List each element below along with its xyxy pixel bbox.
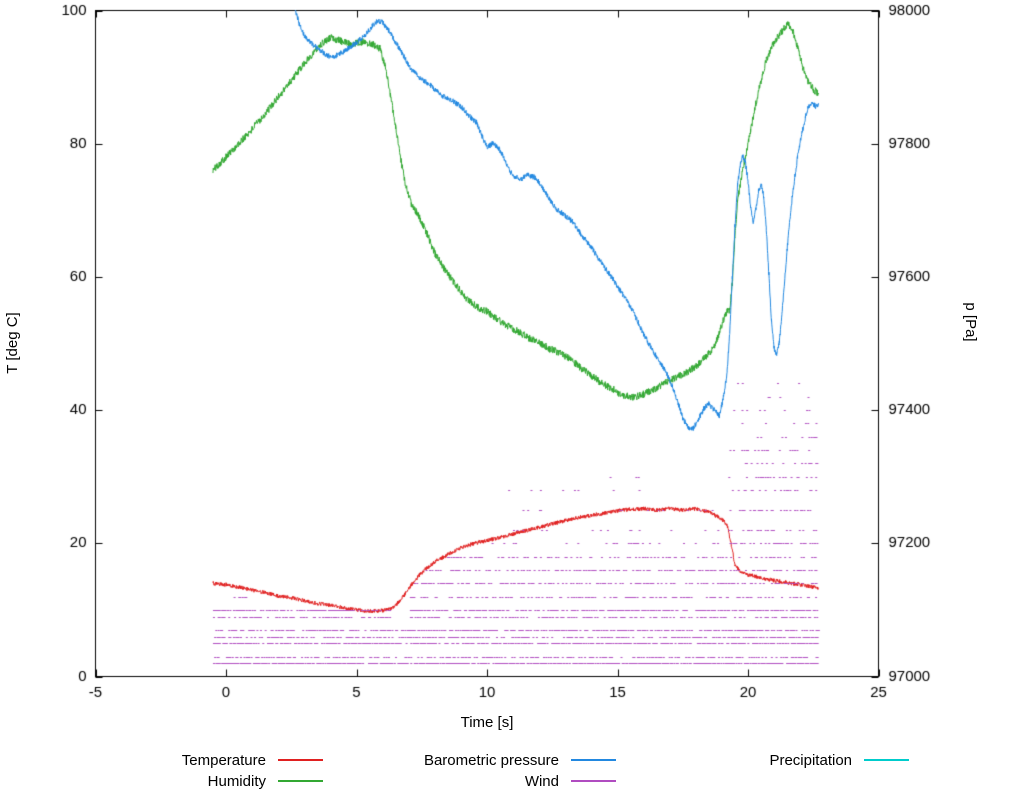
legend-item-wind: Wind [323, 771, 616, 791]
x-axis-label: Time [s] [460, 714, 514, 731]
legend-swatch-temperature [278, 759, 323, 761]
legend: Temperature Barometric pressure Precipit… [30, 750, 910, 791]
legend-label-precipitation: Precipitation [769, 751, 852, 769]
legend-label-wind: Wind [524, 772, 559, 790]
legend-item-humidity: Humidity [30, 771, 323, 791]
legend-swatch-humidity [278, 780, 323, 782]
legend-label-temperature: Temperature [181, 751, 266, 769]
legend-swatch-precipitation [864, 759, 909, 761]
y-axis-label-left: T [deg C] [4, 312, 21, 374]
y-axis-label-right: p [Pa] [962, 302, 979, 342]
legend-label-barometric-pressure: Barometric pressure [423, 751, 559, 769]
legend-label-humidity: Humidity [207, 772, 266, 790]
legend-item-precipitation: Precipitation [616, 750, 909, 770]
legend-swatch-wind [571, 780, 616, 782]
legend-swatch-barometric-pressure [571, 759, 616, 761]
legend-item-barometric-pressure: Barometric pressure [323, 750, 616, 770]
legend-item-temperature: Temperature [30, 750, 323, 770]
